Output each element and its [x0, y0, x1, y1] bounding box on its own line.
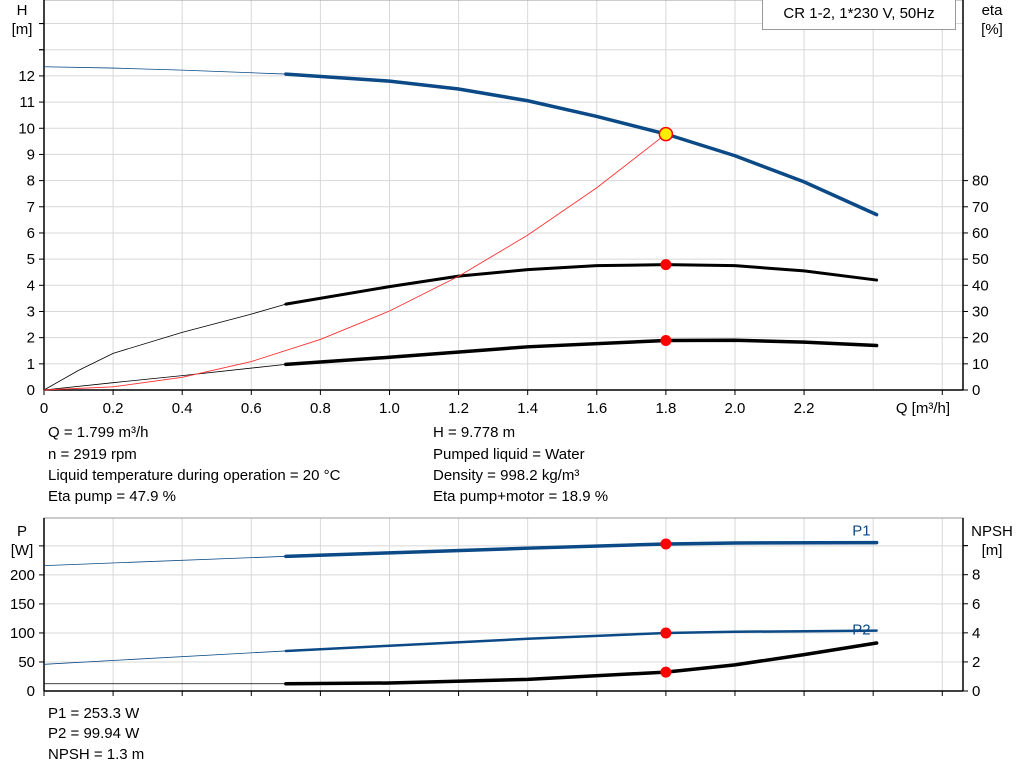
y-tick-label-right: 4 [972, 625, 980, 642]
y-tick-label-left: 8 [27, 173, 35, 190]
y-tick-label-right: 0 [972, 382, 980, 399]
x-tick-label: 0.6 [241, 400, 262, 417]
duty-point-eta-total [660, 335, 672, 347]
info-n: n = 2919 rpm [48, 446, 137, 463]
info-npsh: NPSH = 1.3 m [48, 746, 145, 763]
y-tick-label-right: 20 [972, 330, 989, 347]
y-tick-label-right: 0 [972, 683, 980, 700]
x-tick-label: 0 [40, 400, 48, 417]
duty-point-eta-pump [660, 259, 672, 271]
x-tick-label: 0.4 [172, 400, 193, 417]
x-tick-label: 0.8 [310, 400, 331, 417]
x-tick-label: 2.0 [725, 400, 746, 417]
y-axis-label-left: H [17, 2, 28, 19]
series-label-P2: P2 [852, 622, 870, 639]
y-tick-label-right: 10 [972, 356, 989, 373]
duty-point-head [658, 126, 674, 142]
series-eta_pump [284, 263, 879, 306]
series-NPSH [284, 641, 879, 686]
series-P2 [284, 629, 878, 653]
x-tick-label: 0.2 [103, 400, 124, 417]
y-tick-label-right: 2 [972, 654, 980, 671]
y-tick-label-right: 80 [972, 173, 989, 190]
y-axis-unit-left: [W] [11, 542, 34, 559]
y-tick-label-left: 1 [27, 356, 35, 373]
x-tick-label: 1.8 [655, 400, 676, 417]
series-eta_total [284, 338, 879, 367]
y-tick-label-left: 50 [18, 654, 35, 671]
y-tick-label-right: 40 [972, 277, 989, 294]
y-tick-label-left: 11 [19, 94, 35, 111]
series-H-extrapolated [43, 66, 286, 75]
info-density: Density = 998.2 kg/m³ [433, 467, 580, 484]
series-label-P1: P1 [852, 523, 870, 540]
y-tick-label-right: 30 [972, 303, 989, 320]
y-tick-label-left: 4 [27, 277, 35, 294]
y-tick-label-left: 0 [27, 683, 35, 700]
y-tick-label-right: 6 [972, 596, 980, 613]
info-eta-total: Eta pump+motor = 18.9 % [433, 488, 609, 505]
y-tick-label-left: 10 [18, 120, 35, 137]
y-axis-unit-left: [m] [12, 21, 33, 38]
y-tick-label-left: 2 [27, 330, 35, 347]
x-tick-label: 1.0 [379, 400, 400, 417]
x-tick-label: 1.4 [517, 400, 538, 417]
y-tick-label-left: 5 [27, 251, 35, 268]
info-liquid: Pumped liquid = Water [433, 446, 585, 463]
info-p2: P2 = 99.94 W [48, 725, 140, 742]
series-eta_total-extrapolated [43, 363, 286, 391]
y-tick-label-left: 200 [10, 567, 35, 584]
y-tick-label-left: 0 [27, 382, 35, 399]
y-tick-label-left: 12 [18, 68, 35, 85]
series-P1-extrapolated [43, 555, 286, 567]
info-h: H = 9.778 m [433, 424, 516, 441]
y-axis-label-left: P [17, 523, 27, 540]
y-axis-unit-right: [m] [982, 542, 1003, 559]
chart-legend: CR 1-2, 1*230 V, 50Hz [762, 0, 956, 30]
y-tick-label-left: 7 [27, 199, 35, 216]
x-tick-label: 1.2 [448, 400, 469, 417]
series-H [284, 72, 879, 217]
info-temp: Liquid temperature during operation = 20… [48, 467, 341, 484]
y-axis-unit-right: [%] [981, 21, 1003, 38]
duty-point-npsh [660, 666, 672, 678]
y-tick-label-left: 9 [27, 146, 35, 163]
info-q: Q = 1.799 m³/h [48, 424, 149, 441]
y-tick-label-right: 60 [972, 225, 989, 242]
x-axis-label: Q [m³/h] [896, 400, 950, 417]
info-eta-pump: Eta pump = 47.9 % [48, 488, 176, 505]
series-P2-extrapolated [43, 650, 286, 665]
y-tick-label-right: 70 [972, 199, 989, 216]
x-tick-label: 2.2 [794, 400, 815, 417]
y-axis-label-right: eta [982, 2, 1004, 19]
y-tick-label-left: 150 [10, 596, 35, 613]
series-eta_pump-extrapolated [43, 303, 286, 391]
y-axis-label-right: NPSH [971, 523, 1013, 540]
y-tick-label-left: 100 [10, 625, 35, 642]
series-system-curve [43, 133, 667, 391]
y-tick-label-left: 6 [27, 225, 35, 242]
info-p1: P1 = 253.3 W [48, 705, 140, 722]
series-P1 [284, 540, 879, 559]
y-tick-label-left: 3 [27, 303, 35, 320]
duty-point-p1 [660, 538, 672, 550]
y-tick-label-right: 50 [972, 251, 989, 268]
x-tick-label: 1.6 [586, 400, 607, 417]
duty-point-p2 [660, 627, 672, 639]
y-tick-label-right: 8 [972, 567, 980, 584]
